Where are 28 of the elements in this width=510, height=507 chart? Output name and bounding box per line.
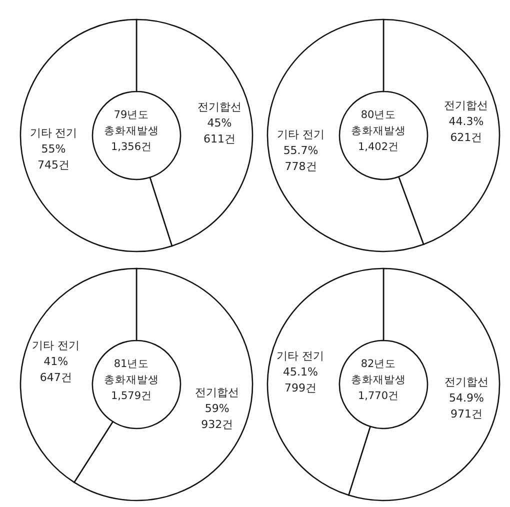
slice-label: 기타 전기 <box>277 128 325 141</box>
text: 총화재발생 <box>104 372 159 388</box>
slice-label: 전기합선 <box>444 98 488 112</box>
text: 총화재발생 <box>104 124 159 138</box>
slice-label: 기타 전기 <box>30 126 78 139</box>
data-label: 45% 611건 <box>203 116 236 146</box>
text: 1,356건 <box>110 140 152 154</box>
slice-label: 기타 전기 <box>276 349 324 362</box>
slice-label: 전기합선 <box>195 386 240 398</box>
data-label: 55.7% 778건 <box>283 144 318 173</box>
text: 82년도 <box>360 356 396 372</box>
slice-label: 전기합선 <box>197 100 242 114</box>
data-label: 55% 745건 <box>38 142 70 171</box>
data-label: 45.1% 799건 <box>283 365 318 394</box>
text: 총화재발생 <box>351 124 406 138</box>
text: 79년도 <box>114 108 150 122</box>
data-label: 59% 932건 <box>201 402 234 430</box>
data-label: 54.9% 971건 <box>449 390 484 420</box>
slice-label: 기타 전기 <box>32 338 80 352</box>
slice-label: 전기합선 <box>444 374 489 388</box>
text: 총화재발생 <box>351 372 406 388</box>
data-label: 41% 647건 <box>40 354 72 384</box>
text: 80년도 <box>360 108 396 122</box>
data-label: 44.3% 621건 <box>448 114 484 144</box>
text: 1,579건 <box>110 388 152 404</box>
text: 1,402건 <box>358 140 400 154</box>
text: 1,770건 <box>358 388 400 404</box>
text: 81년도 <box>114 356 150 372</box>
